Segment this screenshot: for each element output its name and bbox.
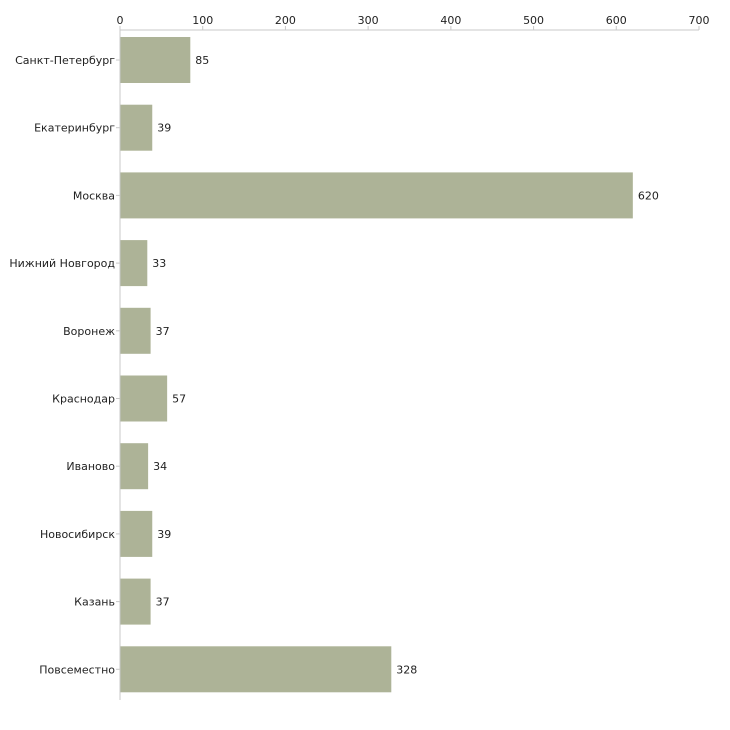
- bar[interactable]: [120, 578, 151, 625]
- value-label: 328: [396, 663, 417, 676]
- x-tick-label: 100: [192, 14, 213, 27]
- value-label: 33: [152, 257, 166, 270]
- category-label: Екатеринбург: [34, 122, 115, 135]
- bar[interactable]: [120, 104, 153, 151]
- x-tick-label: 200: [275, 14, 296, 27]
- bar[interactable]: [120, 37, 191, 83]
- x-tick-label: 600: [606, 14, 627, 27]
- bar[interactable]: [120, 375, 168, 422]
- axis-layer: 0 100 200 300 400 500 600 700: [116, 14, 710, 700]
- category-label: Санкт-Петербург: [15, 54, 115, 67]
- bar[interactable]: [120, 443, 149, 490]
- category-label: Москва: [73, 189, 115, 202]
- value-label: 37: [156, 596, 170, 609]
- category-label: Повсеместно: [39, 663, 115, 676]
- value-label: 37: [156, 325, 170, 338]
- bar[interactable]: [120, 240, 148, 287]
- bar[interactable]: [120, 172, 633, 219]
- category-label: Казань: [74, 596, 115, 609]
- x-tick-label: 700: [689, 14, 710, 27]
- label-layer: Санкт-Петербург 85 Екатеринбург 39 Москва 620…: [9, 54, 658, 676]
- value-label: 57: [172, 393, 186, 406]
- x-tick-label: 300: [358, 14, 379, 27]
- category-label: Воронеж: [63, 325, 115, 338]
- bar[interactable]: [120, 646, 392, 693]
- value-label: 620: [638, 189, 659, 202]
- value-label: 39: [157, 122, 171, 135]
- category-label: Новосибирск: [40, 528, 115, 541]
- value-label: 85: [195, 54, 209, 67]
- bar[interactable]: [120, 307, 151, 354]
- x-tick-label: 400: [440, 14, 461, 27]
- category-label: Нижний Новгород: [9, 257, 115, 270]
- bar-layer: [120, 37, 633, 693]
- value-label: 34: [153, 460, 167, 473]
- value-label: 39: [157, 528, 171, 541]
- x-tick-label: 0: [117, 14, 124, 27]
- x-tick-label: 500: [523, 14, 544, 27]
- category-label: Иваново: [66, 460, 115, 473]
- bar[interactable]: [120, 510, 153, 557]
- category-label: Краснодар: [52, 393, 115, 406]
